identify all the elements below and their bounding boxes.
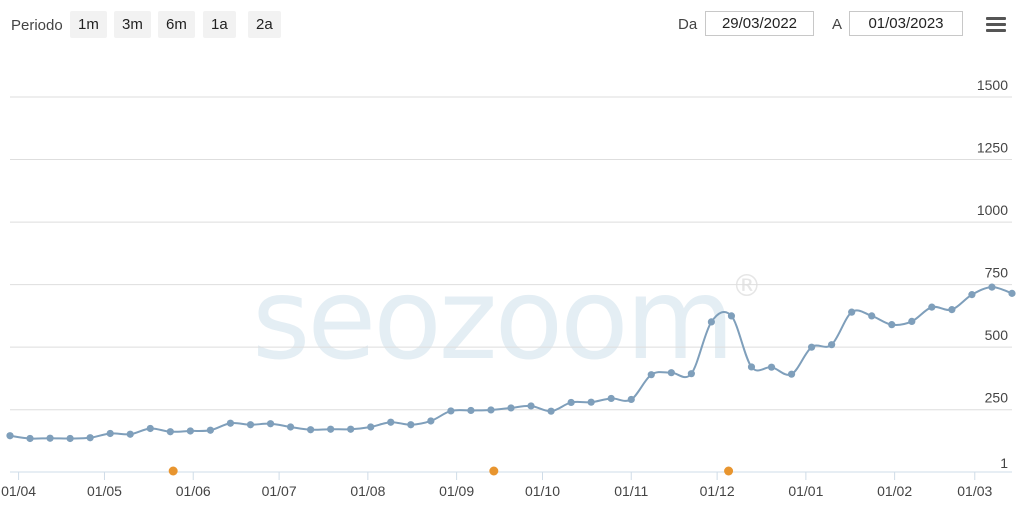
data-point	[767, 363, 776, 371]
data-point	[347, 425, 355, 433]
x-tick-label: 01/07	[262, 483, 297, 499]
data-point	[667, 369, 675, 377]
y-tick-label: 250	[985, 390, 1009, 406]
annotation-marker	[168, 466, 178, 476]
y-tick-label: 750	[985, 265, 1009, 281]
data-point	[848, 308, 856, 316]
data-point	[687, 370, 695, 378]
annotation-marker	[724, 466, 734, 476]
data-point	[367, 423, 375, 431]
range-button-6m[interactable]: 6m	[158, 11, 195, 38]
data-point	[26, 434, 34, 443]
data-point	[106, 429, 114, 438]
data-point	[868, 312, 876, 320]
range-button-1a[interactable]: 1a	[203, 11, 236, 38]
data-point	[46, 434, 54, 442]
data-point	[206, 426, 214, 434]
y-tick-label: 1250	[977, 140, 1008, 156]
range-button-1m[interactable]: 1m	[70, 11, 107, 38]
data-point	[6, 432, 14, 440]
data-point	[86, 434, 94, 442]
data-point	[226, 419, 235, 427]
x-tick-label: 01/03	[957, 483, 992, 499]
data-point	[948, 306, 956, 314]
data-point	[928, 303, 936, 311]
data-point	[908, 317, 916, 325]
range-button-3m[interactable]: 3m	[114, 11, 151, 38]
data-point	[828, 341, 836, 349]
data-point	[146, 424, 154, 433]
x-tick-label: 01/01	[788, 483, 823, 499]
chart-toolbar: Periodo 1m 3m 6m 1a 2a Da A	[0, 11, 1024, 39]
data-point	[888, 321, 896, 329]
y-tick-label: 1000	[977, 202, 1008, 218]
x-tick-label: 01/09	[439, 483, 474, 499]
x-tick-label: 01/11	[614, 483, 648, 499]
data-point	[507, 404, 515, 412]
x-tick-label: 01/10	[525, 483, 560, 499]
y-tick-label: 500	[985, 327, 1009, 343]
data-point	[186, 427, 194, 435]
data-point	[747, 363, 756, 371]
data-point	[988, 283, 996, 291]
data-point	[66, 434, 74, 443]
data-point	[447, 407, 455, 415]
x-axis: 01/04 01/05 01/06 01/07 01/08 01/09 01/10 01/11…	[1, 471, 1012, 499]
series-line	[9, 286, 1013, 440]
data-point	[707, 318, 716, 326]
data-point	[286, 423, 295, 431]
data-point	[808, 343, 816, 351]
data-point	[126, 430, 134, 438]
range-button-2a[interactable]: 2a	[248, 11, 281, 38]
x-tick-label: 01/06	[176, 483, 211, 499]
annotation-markers	[168, 466, 734, 476]
data-point	[607, 394, 615, 403]
data-point	[968, 291, 976, 299]
data-point	[246, 421, 255, 429]
data-point	[427, 417, 435, 425]
data-point	[307, 426, 315, 434]
x-tick-label: 01/05	[87, 483, 122, 499]
y-tick-label: 1	[1000, 455, 1008, 471]
data-point	[387, 418, 395, 426]
x-tick-label: 01/02	[877, 483, 912, 499]
data-point	[787, 370, 796, 378]
data-point	[627, 395, 635, 404]
data-point	[1008, 289, 1016, 297]
period-label: Periodo	[11, 17, 63, 34]
x-tick-label: 01/04	[1, 483, 36, 499]
data-point	[327, 425, 335, 433]
from-date-input[interactable]	[705, 11, 814, 36]
hamburger-menu-icon[interactable]	[986, 17, 1006, 33]
data-point	[727, 312, 736, 320]
to-date-input[interactable]	[849, 11, 963, 36]
data-point	[567, 398, 575, 407]
data-point	[166, 428, 174, 436]
data-point	[647, 371, 655, 379]
data-point	[587, 398, 595, 406]
from-date-label: Da	[678, 16, 698, 33]
data-point	[547, 407, 555, 415]
to-date-label: A	[832, 16, 843, 33]
annotation-marker	[489, 466, 499, 476]
data-point	[407, 421, 415, 429]
data-point	[527, 402, 535, 410]
y-tick-label: 1500	[977, 77, 1008, 93]
grid-lines	[10, 96, 1012, 411]
series-line-group	[6, 283, 1016, 443]
data-point	[487, 406, 495, 414]
data-point	[467, 406, 475, 415]
x-tick-label: 01/08	[350, 483, 385, 499]
data-point	[266, 420, 275, 428]
x-tick-label: 01/12	[700, 483, 735, 499]
